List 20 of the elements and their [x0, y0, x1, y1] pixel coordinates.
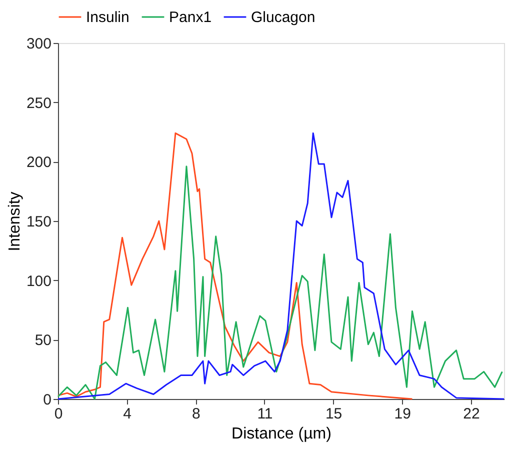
y-tick-label: 0	[43, 392, 52, 408]
line-series	[57, 132, 413, 400]
y-tick-label: 100	[26, 272, 52, 290]
x-tick-label: 4	[123, 406, 132, 422]
y-tick-label: 50	[34, 332, 52, 350]
x-axis-title: Distance (µm)	[232, 426, 332, 442]
y-tick-label: 300	[26, 36, 52, 52]
x-tick-label: 19	[394, 406, 411, 422]
x-tick-label: 8	[192, 406, 200, 422]
x-tick-label: 0	[54, 406, 63, 422]
y-axis-title: Intensity	[6, 192, 24, 252]
legend-label: Glucagon	[251, 9, 316, 26]
y-tick-label: 200	[26, 154, 52, 172]
x-tick-label: 22	[463, 406, 480, 422]
legend-label: Insulin	[86, 9, 130, 26]
x-tick-label: 11	[257, 406, 273, 422]
legend-label: Panx1	[169, 9, 212, 26]
y-tick-label: 250	[26, 94, 52, 112]
y-tick-label: 150	[26, 214, 52, 230]
x-tick-label: 15	[325, 406, 342, 422]
